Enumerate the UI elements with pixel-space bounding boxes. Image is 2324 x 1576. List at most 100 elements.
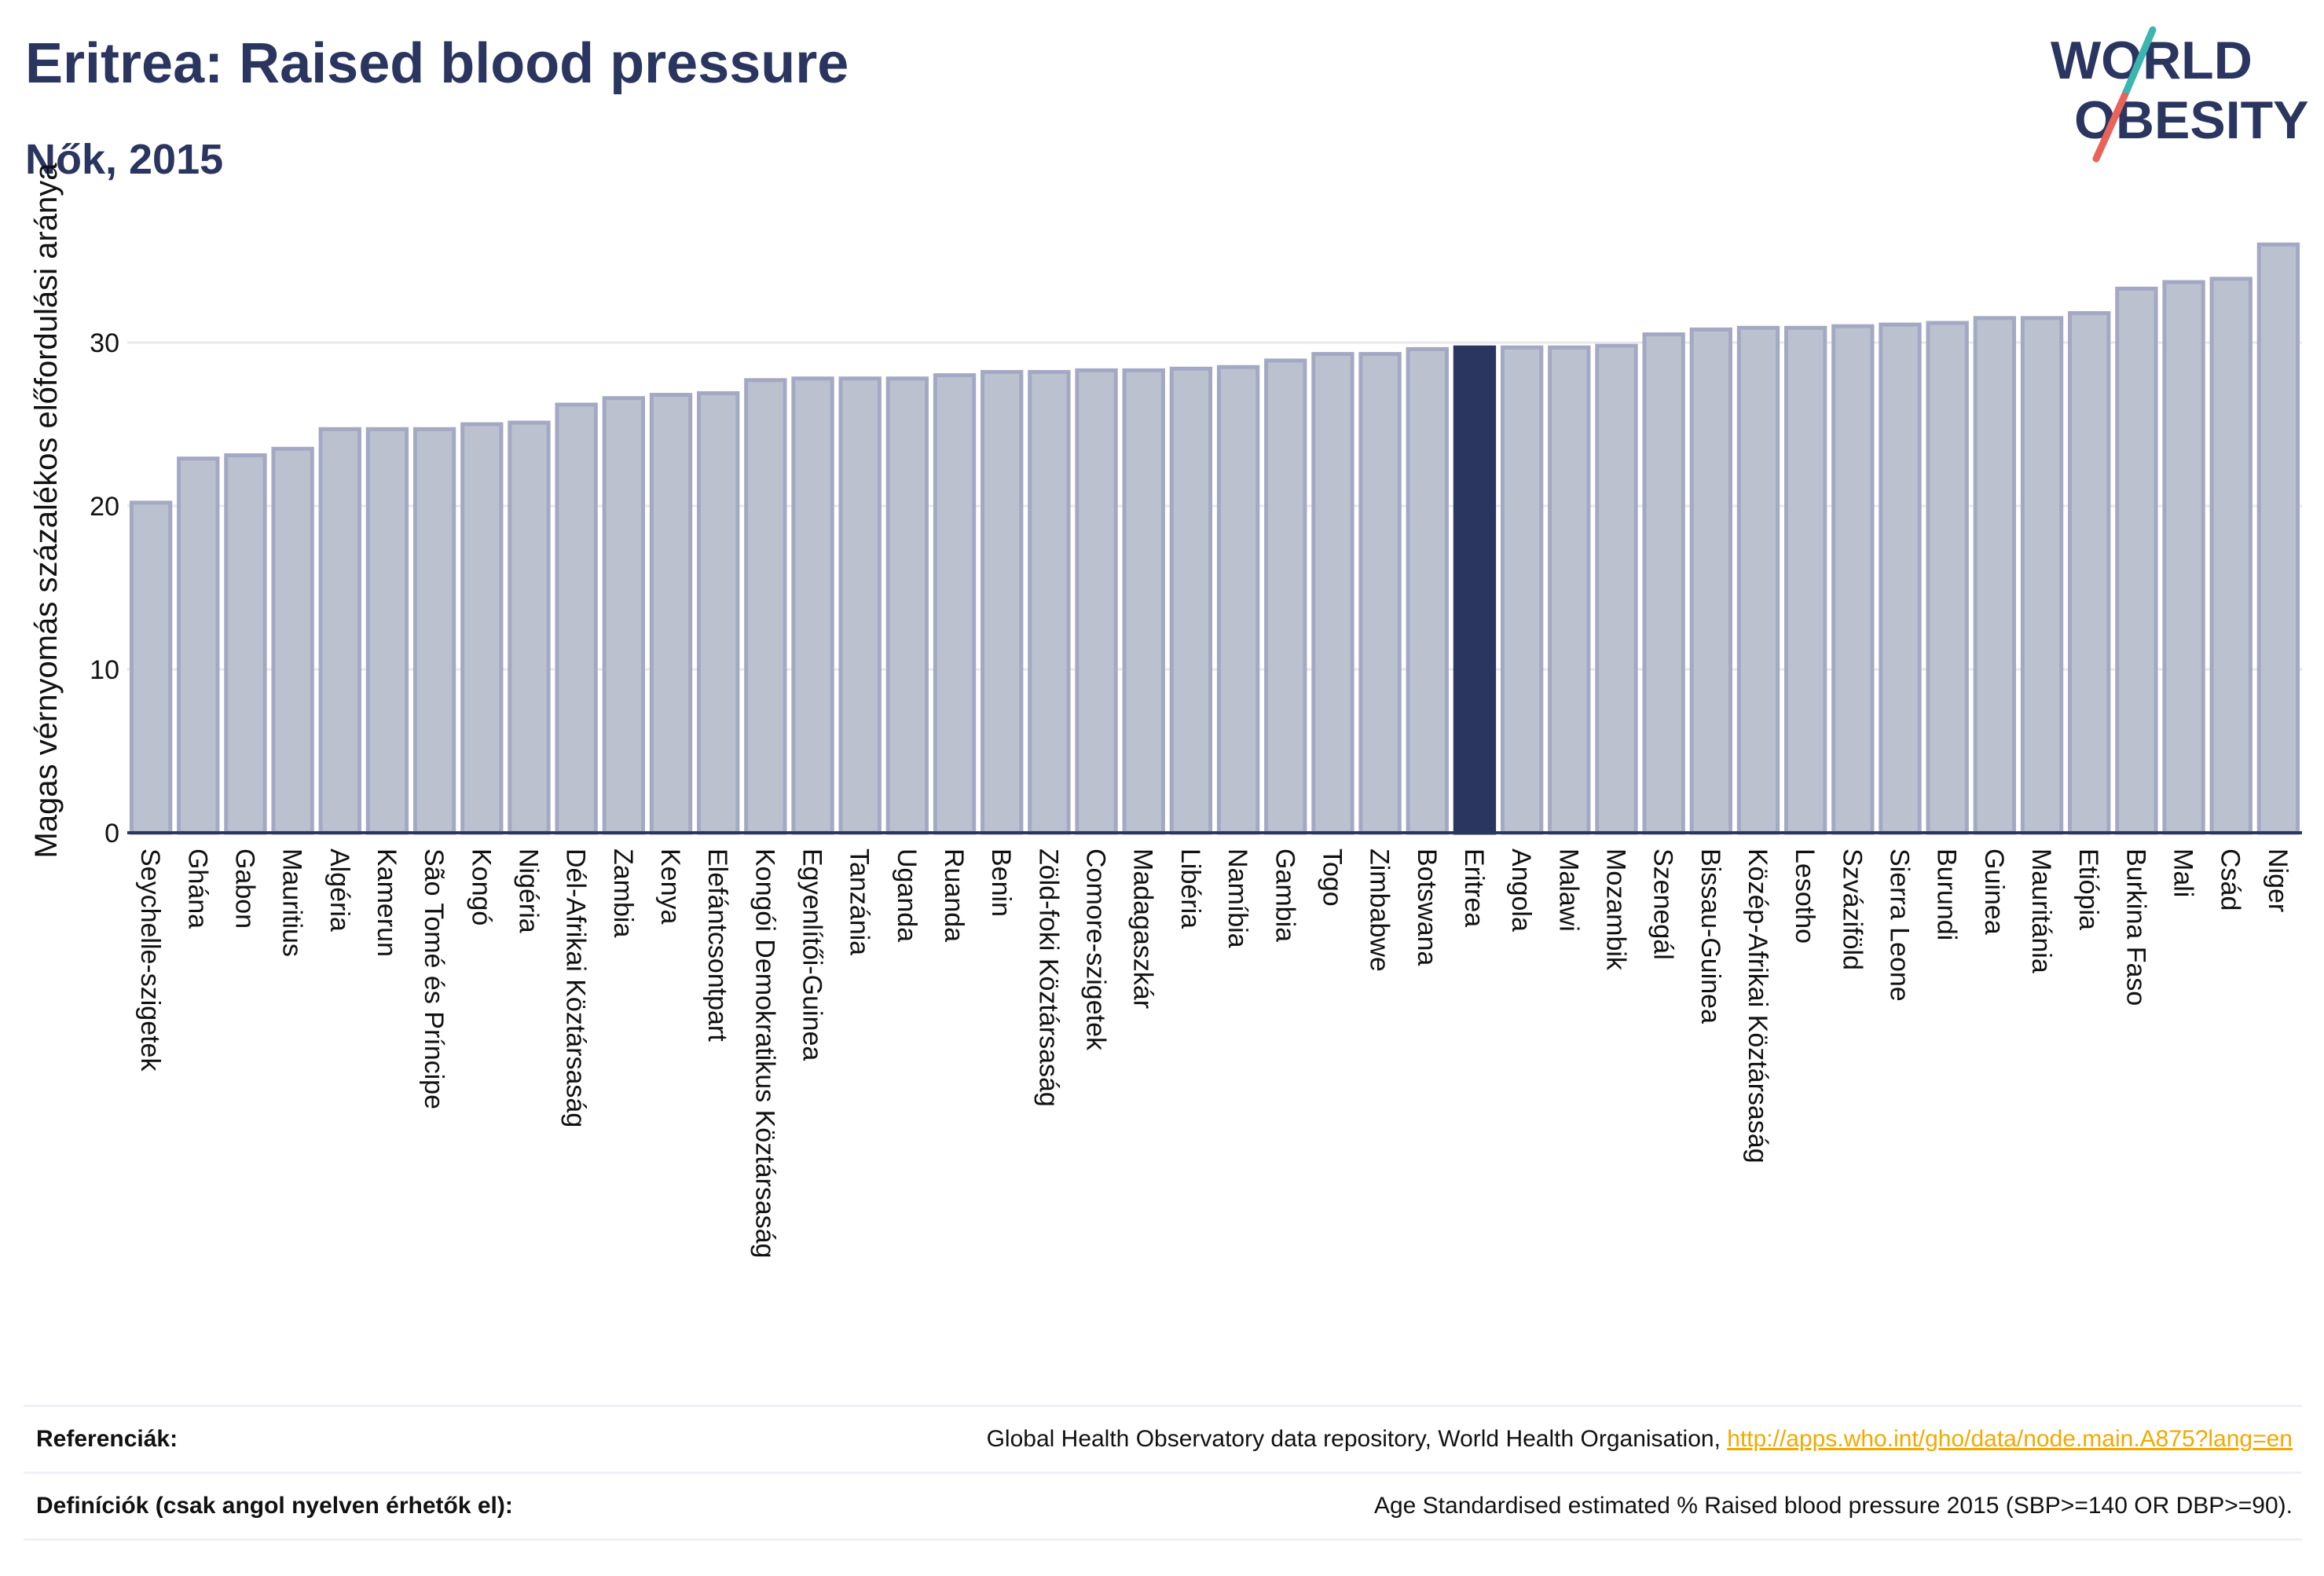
x-tick-label: Kamerun (372, 848, 401, 957)
bar-chart: 0 10 20 30 Seychelle-szigetek Ghána Gabon Mauri… (29, 163, 2302, 1259)
axis-labels: 0 10 20 30 Seychelle-szigetek Ghána Gabon Mauri… (29, 163, 2293, 1259)
bar (1642, 332, 1685, 835)
x-tick-label: Libéria (1175, 848, 1205, 929)
x-tick-label: Namíbia (1222, 848, 1252, 948)
references-source: Global Health Observatory data repositor… (986, 1426, 1728, 1452)
logo-slash-red (2092, 92, 2128, 163)
bar (1075, 368, 1118, 835)
world-obesity-logo[interactable]: WORLD OBESITY (2051, 24, 2310, 165)
x-tick-label: Seychelle-szigetek (135, 848, 165, 1072)
x-tick-label: Mauritánia (2026, 848, 2056, 973)
x-tick-label: Egyenlítői-Guinea (797, 848, 827, 1061)
references-table: Referenciák: Global Health Observatory d… (24, 1405, 2302, 1541)
bar (2115, 286, 2158, 835)
x-tick-label: Gambia (1270, 848, 1299, 942)
bar (838, 376, 882, 835)
bar (791, 376, 834, 835)
bar (1831, 324, 1875, 835)
x-tick-label: Algéria (324, 848, 354, 932)
x-tick-label: Madagaszkár (1128, 848, 1158, 1009)
y-tick-label: 10 (90, 655, 119, 685)
bar (1358, 352, 1402, 835)
bar (412, 427, 456, 835)
x-tick-label: Szenegál (1648, 848, 1678, 960)
x-tick-label: Guinea (1979, 848, 2009, 935)
bar (981, 369, 1024, 835)
chart-subtitle: Nők, 2015 (25, 136, 224, 183)
bar (885, 376, 929, 835)
x-tick-label: Sierra Leone (1885, 848, 1915, 1002)
references-label: Referenciák: (36, 1426, 178, 1452)
bar (649, 393, 693, 835)
x-tick-label: Mali (2168, 848, 2198, 897)
x-tick-label: Kenya (655, 848, 685, 924)
bar (177, 456, 220, 835)
references-value: Global Health Observatory data repositor… (987, 1426, 2293, 1453)
bar (1311, 352, 1354, 835)
bar (1216, 365, 1260, 835)
x-tick-label: Ruanda (939, 848, 969, 942)
bar (224, 453, 267, 835)
bar (2020, 316, 2064, 835)
bar (318, 427, 361, 835)
bar (697, 390, 740, 835)
definitions-label: Definíciók (csak angol nyelven érhetők e… (36, 1493, 513, 1519)
bar (1169, 366, 1213, 835)
x-tick-label: Mozambik (1600, 848, 1630, 971)
y-axis-title: Magas vérnyomás százalékos előfordulási … (29, 163, 64, 859)
x-tick-label: Comore-szigetek (1081, 848, 1111, 1051)
x-tick-label: São Tomé és Príncipe (419, 848, 449, 1109)
x-tick-label: Botswana (1412, 848, 1442, 966)
x-tick-label: Niger (2263, 848, 2293, 912)
bar (1879, 322, 1922, 835)
x-tick-label: Dél-Afrikai Köztársaság (561, 848, 591, 1127)
bar (933, 373, 977, 835)
x-tick-label: Kongói Demokratikus Köztársaság (750, 848, 779, 1259)
x-tick-label: Szváziföld (1837, 848, 1867, 970)
x-tick-label: Lesotho (1790, 848, 1820, 944)
x-tick-label: Eritrea (1459, 848, 1489, 927)
bar (2256, 242, 2300, 835)
x-tick-label: Csád (2216, 848, 2245, 911)
x-tick-label: Angola (1506, 848, 1536, 932)
x-tick-label: Kongó (466, 848, 496, 925)
bar (1926, 321, 1969, 835)
x-tick-label: Mauritius (277, 848, 307, 957)
references-link[interactable]: http://apps.who.int/gho/data/node.main.A… (1727, 1426, 2293, 1452)
bar (744, 378, 787, 835)
y-tick-label: 0 (104, 819, 119, 848)
bar (555, 402, 598, 835)
x-tick-label: Nigéria (513, 848, 543, 933)
bar (1500, 345, 1544, 835)
bar (602, 396, 645, 835)
references-row: Referenciák: Global Health Observatory d… (24, 1405, 2302, 1472)
bar (1264, 358, 1307, 835)
definitions-row: Definíciók (csak angol nyelven érhetők e… (24, 1472, 2302, 1541)
bar (365, 427, 409, 835)
bar (1028, 369, 1071, 835)
bar (1595, 343, 1638, 835)
bar (1122, 368, 1165, 835)
x-tick-label: Zambia (608, 848, 638, 937)
x-tick-label: Etiópia (2073, 848, 2103, 930)
x-tick-label: Malawi (1553, 848, 1583, 932)
bars (129, 242, 2300, 835)
x-tick-label: Zimbabwe (1365, 848, 1395, 972)
bar (2162, 280, 2205, 835)
bar (1548, 345, 1591, 835)
bar (508, 420, 551, 835)
definitions-value: Age Standardised estimated % Raised bloo… (1373, 1493, 2293, 1519)
bar (1784, 325, 1827, 835)
x-tick-label: Bissau-Guinea (1695, 848, 1725, 1024)
x-tick-label: Benin (986, 848, 1016, 917)
bar (1406, 346, 1449, 835)
bar (1736, 325, 1780, 835)
bar (271, 446, 314, 835)
x-tick-label: Togo (1317, 848, 1347, 907)
bar (129, 500, 173, 835)
x-tick-label: Gabon (229, 848, 259, 929)
bar (460, 422, 504, 835)
bar (2209, 277, 2253, 835)
page-title: Eritrea: Raised blood pressure (25, 32, 849, 95)
bar (1689, 327, 1732, 835)
